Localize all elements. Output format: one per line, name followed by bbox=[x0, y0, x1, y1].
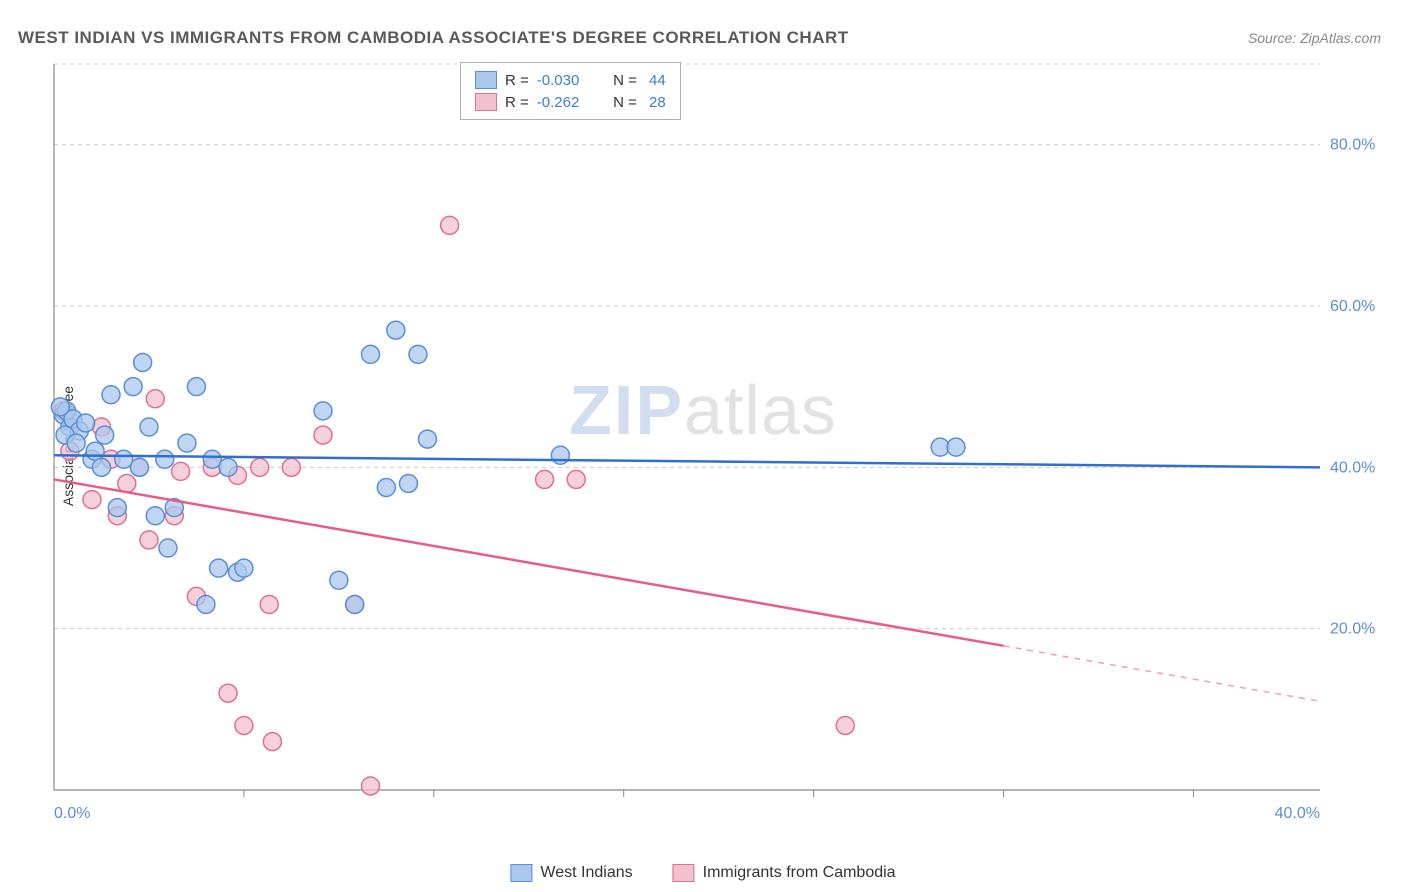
data-point bbox=[947, 438, 965, 456]
source-attribution: Source: ZipAtlas.com bbox=[1248, 30, 1381, 46]
legend-r-label: R = bbox=[505, 94, 529, 111]
data-point bbox=[536, 470, 554, 488]
data-point bbox=[219, 458, 237, 476]
data-point bbox=[96, 426, 114, 444]
data-point bbox=[51, 398, 69, 416]
legend-n-label: N = bbox=[605, 94, 637, 111]
data-point bbox=[314, 426, 332, 444]
chart-title: WEST INDIAN VS IMMIGRANTS FROM CAMBODIA … bbox=[18, 28, 849, 48]
data-point bbox=[187, 378, 205, 396]
data-point bbox=[314, 402, 332, 420]
legend-swatch bbox=[475, 93, 497, 111]
x-category-item: Immigrants from Cambodia bbox=[673, 864, 896, 882]
data-point bbox=[134, 353, 152, 371]
data-point bbox=[418, 430, 436, 448]
data-point bbox=[108, 499, 126, 517]
correlation-legend: R = -0.030 N = 44 R = -0.262 N = 28 bbox=[460, 62, 681, 120]
data-point bbox=[399, 474, 417, 492]
x-category-label: Immigrants from Cambodia bbox=[703, 864, 896, 882]
data-point bbox=[146, 507, 164, 525]
data-point bbox=[77, 414, 95, 432]
data-point bbox=[362, 777, 380, 795]
data-point bbox=[235, 716, 253, 734]
legend-r-label: R = bbox=[505, 72, 529, 89]
data-point bbox=[92, 458, 110, 476]
data-point bbox=[219, 684, 237, 702]
x-category-legend: West Indians Immigrants from Cambodia bbox=[510, 864, 895, 882]
data-point bbox=[260, 595, 278, 613]
x-category-item: West Indians bbox=[510, 864, 632, 882]
legend-r-value: -0.030 bbox=[537, 72, 597, 89]
x-tick-label: 40.0% bbox=[1275, 805, 1320, 822]
data-point bbox=[172, 462, 190, 480]
legend-n-value: 44 bbox=[645, 72, 666, 89]
data-point bbox=[567, 470, 585, 488]
data-point bbox=[86, 442, 104, 460]
data-point bbox=[67, 434, 85, 452]
data-point bbox=[551, 446, 569, 464]
data-point bbox=[130, 458, 148, 476]
data-point bbox=[346, 595, 364, 613]
legend-n-label: N = bbox=[605, 72, 637, 89]
y-tick-label: 60.0% bbox=[1330, 298, 1375, 315]
data-point bbox=[251, 458, 269, 476]
data-point bbox=[263, 733, 281, 751]
data-point bbox=[83, 491, 101, 509]
legend-row: R = -0.262 N = 28 bbox=[475, 91, 666, 113]
data-point bbox=[156, 450, 174, 468]
data-point bbox=[124, 378, 142, 396]
data-point bbox=[235, 559, 253, 577]
y-tick-label: 20.0% bbox=[1330, 621, 1375, 638]
data-point bbox=[409, 345, 427, 363]
data-point bbox=[197, 595, 215, 613]
legend-r-value: -0.262 bbox=[537, 94, 597, 111]
scatter-plot: 20.0% 40.0% 60.0% 80.0% 0.0% 40.0% bbox=[50, 60, 1380, 830]
legend-swatch bbox=[475, 71, 497, 89]
y-tick-label: 40.0% bbox=[1330, 459, 1375, 476]
legend-swatch bbox=[673, 864, 695, 882]
data-point bbox=[140, 418, 158, 436]
data-point bbox=[159, 539, 177, 557]
trend-line bbox=[54, 455, 1320, 467]
legend-row: R = -0.030 N = 44 bbox=[475, 69, 666, 91]
data-point bbox=[178, 434, 196, 452]
data-point bbox=[118, 474, 136, 492]
data-point bbox=[441, 216, 459, 234]
data-point bbox=[140, 531, 158, 549]
trend-line bbox=[54, 479, 1004, 645]
data-point bbox=[210, 559, 228, 577]
x-tick-label: 0.0% bbox=[54, 805, 90, 822]
legend-swatch bbox=[510, 864, 532, 882]
data-point bbox=[387, 321, 405, 339]
data-point bbox=[836, 716, 854, 734]
data-point bbox=[330, 571, 348, 589]
data-point bbox=[377, 479, 395, 497]
data-point bbox=[102, 386, 120, 404]
data-point bbox=[282, 458, 300, 476]
x-category-label: West Indians bbox=[540, 864, 632, 882]
trend-line-extrapolated bbox=[1004, 646, 1321, 701]
data-point bbox=[146, 390, 164, 408]
y-tick-label: 80.0% bbox=[1330, 137, 1375, 154]
legend-n-value: 28 bbox=[645, 94, 666, 111]
chart-container: WEST INDIAN VS IMMIGRANTS FROM CAMBODIA … bbox=[0, 0, 1406, 892]
data-point bbox=[362, 345, 380, 363]
